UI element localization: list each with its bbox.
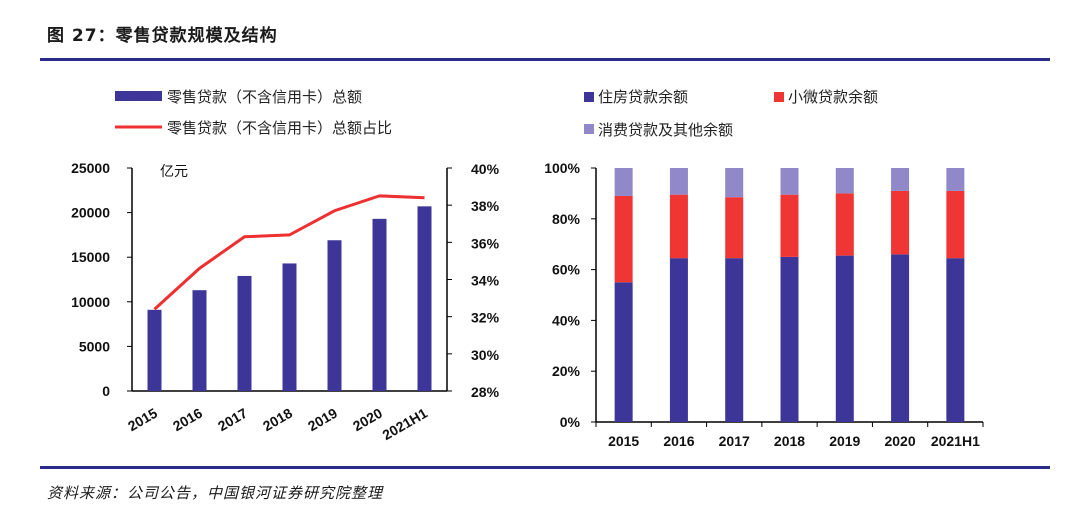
x-tick-label: 2016 (663, 433, 694, 449)
share-line (153, 194, 425, 311)
right-y-tick-label: 28% (471, 384, 500, 400)
stack-seg-2019-1 (835, 193, 854, 256)
stack-seg-2016-0 (669, 258, 688, 422)
legend-consumer-label: 消费贷款及其他余额 (598, 121, 733, 139)
stack-seg-2021H1-1 (946, 190, 965, 259)
x-tick-label: 2020 (884, 433, 915, 449)
stack-seg-2019-0 (835, 255, 854, 422)
stack-seg-2016-2 (669, 168, 688, 195)
x-tick-label: 2016 (170, 405, 205, 435)
y-tick-label: 100% (544, 160, 580, 176)
legend-housing-label: 住房贷款余额 (598, 88, 688, 106)
right-y-tick-label: 32% (471, 310, 500, 326)
right-y-tick-label: 34% (471, 273, 500, 289)
x-tick-label: 2017 (215, 405, 250, 435)
right-chart: 0% 20% 40% 60% 80% 100% 2015 2016 2017 2018 2019 20… (544, 160, 984, 449)
bottom-rule (40, 466, 1050, 469)
stack-seg-2016-1 (669, 194, 688, 259)
stack-seg-2018-2 (780, 168, 799, 195)
left-y-tick-label: 5000 (79, 338, 110, 354)
right-y-tick-label: 36% (471, 235, 500, 251)
bar-2015 (147, 309, 162, 391)
left-y-tick-label: 0 (102, 383, 110, 399)
left-y-tick-label: 15000 (71, 249, 110, 265)
y-tick-label: 0% (560, 414, 581, 430)
stack-seg-2019-2 (835, 168, 854, 194)
top-rule (40, 58, 1050, 61)
left-y-tick-label: 20000 (71, 205, 110, 221)
x-tick-label: 2018 (774, 433, 805, 449)
left-chart: 0 5000 10000 15000 20000 25000 28% 30% 32% 34% 36%… (71, 160, 500, 443)
stack-seg-2017-1 (725, 197, 744, 259)
x-tick-label: 2015 (608, 433, 639, 449)
x-tick-label: 2021H1 (380, 405, 431, 443)
legend-line-label: 零售贷款（不含信用卡）总额占比 (167, 119, 392, 137)
stack-seg-2018-1 (780, 194, 799, 257)
x-tick-label: 2019 (829, 433, 860, 449)
stack-seg-2017-2 (725, 168, 744, 198)
left-unit-label: 亿元 (160, 164, 188, 180)
legend-bar-label: 零售贷款（不含信用卡）总额 (167, 88, 362, 106)
right-y-tick-label: 38% (471, 198, 500, 214)
x-tick-label: 2019 (305, 405, 340, 435)
left-y-tick-label: 25000 (71, 160, 110, 176)
x-tick-label: 2021H1 (931, 433, 980, 449)
figure-title: 图 27：零售贷款规模及结构 (47, 26, 278, 46)
stack-seg-2015-0 (614, 282, 633, 422)
bar-2018 (282, 263, 297, 391)
x-tick-label: 2018 (260, 405, 295, 435)
stack-seg-2020-2 (891, 168, 910, 191)
stack-seg-2021H1-2 (946, 168, 965, 191)
stack-seg-2015-2 (614, 168, 633, 196)
stack-seg-2017-0 (725, 258, 744, 422)
right-legend: 住房贷款余额 小微贷款余额 消费贷款及其他余额 (584, 88, 878, 139)
right-y-tick-label: 30% (471, 347, 500, 363)
y-tick-label: 40% (552, 312, 581, 328)
left-legend: 零售贷款（不含信用卡）总额 零售贷款（不含信用卡）总额占比 (115, 88, 392, 137)
right-y-tick-label: 40% (471, 161, 500, 177)
y-tick-label: 60% (552, 262, 581, 278)
x-tick-label: 2015 (125, 405, 160, 435)
legend-consumer-swatch (584, 124, 594, 134)
stack-seg-2015-1 (614, 195, 633, 283)
left-y-tick-label: 10000 (71, 294, 110, 310)
y-tick-label: 80% (552, 211, 581, 227)
legend-housing-swatch (584, 92, 594, 102)
bar-2019 (327, 240, 342, 391)
bar-2020 (372, 218, 387, 391)
legend-smallbiz-swatch (774, 92, 784, 102)
stack-seg-2020-1 (891, 190, 910, 255)
stack-seg-2021H1-0 (946, 258, 965, 422)
bar-2021H1 (417, 206, 432, 391)
source-note: 资料来源：公司公告，中国银河证券研究院整理 (47, 484, 384, 502)
legend-smallbiz-label: 小微贷款余额 (788, 88, 878, 106)
stack-seg-2018-0 (780, 256, 799, 422)
y-tick-label: 20% (552, 363, 581, 379)
legend-bar-swatch (115, 91, 162, 101)
stack-seg-2020-0 (891, 254, 910, 422)
x-tick-label: 2017 (719, 433, 750, 449)
bar-2016 (192, 290, 207, 391)
bar-2017 (237, 275, 252, 391)
